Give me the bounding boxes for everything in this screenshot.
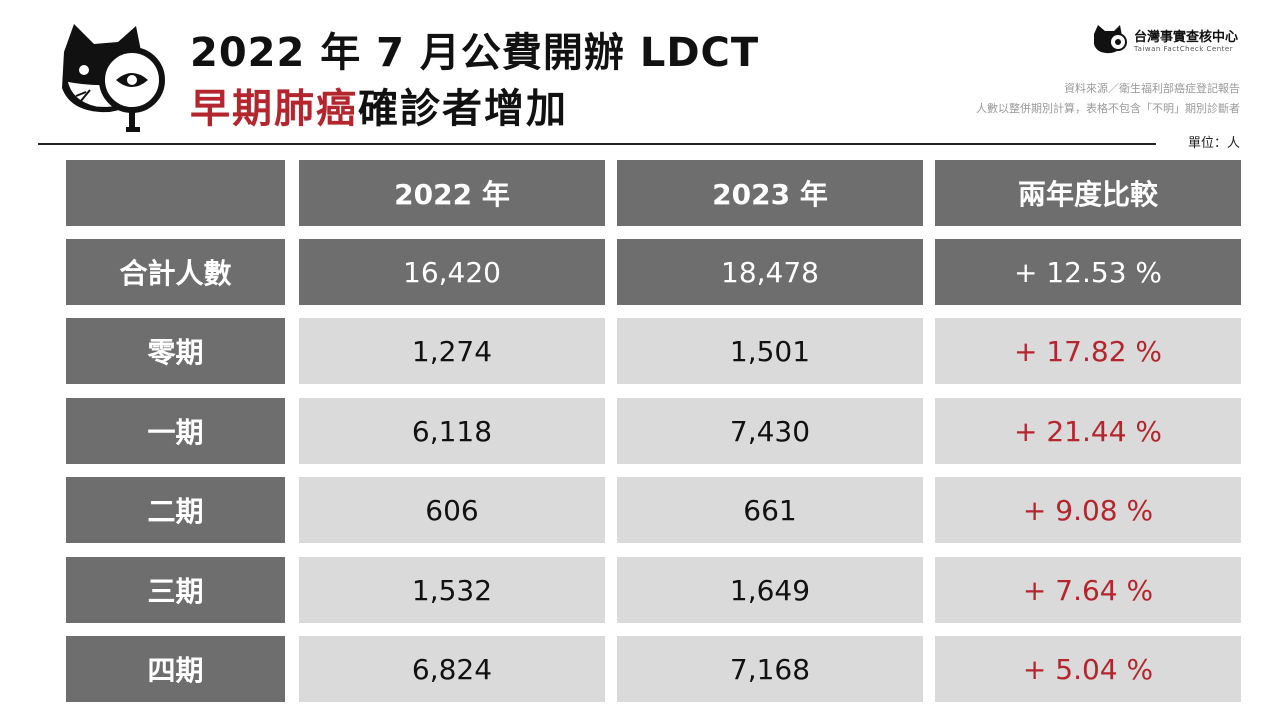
column-header-change: 兩年度比較 [935,160,1241,226]
cell-stage-0-2022: 1,274 [299,318,605,384]
cell-stage-1-2022: 6,118 [299,398,605,464]
cell-stage-4-2022: 6,824 [299,636,605,702]
brand-subtitle: Taiwan FactCheck Center [1134,45,1234,53]
row-label-stage-3: 三期 [66,557,285,623]
cell-stage-3-2022: 1,532 [299,557,605,623]
page-subtitle: 早期肺癌確診者增加 [190,76,568,134]
cat-mascot-icon [56,22,176,133]
cell-stage-0-change: + 17.82 % [935,318,1241,384]
cell-stage-4-change: + 5.04 % [935,636,1241,702]
cell-stage-2-change: + 9.08 % [935,477,1241,543]
row-label-total: 合計人數 [66,239,285,305]
divider [38,143,1156,145]
cat-logo-icon [1094,25,1127,54]
column-header-2023: 2023 年 [617,160,923,226]
subtitle-highlight: 早期肺癌 [190,86,358,132]
cell-stage-1-change: + 21.44 % [935,398,1241,464]
row-label-stage-1: 一期 [66,398,285,464]
cell-stage-2-2023: 661 [617,477,923,543]
row-label-stage-0: 零期 [66,318,285,384]
column-header-2022: 2022 年 [299,160,605,226]
cell-stage-0-2023: 1,501 [617,318,923,384]
cell-total-2023: 18,478 [617,239,923,305]
cell-total-change: + 12.53 % [935,239,1241,305]
source-note: 資料來源／衛生福利部癌症登記報告 [1064,82,1240,95]
brand-name: 台灣事實查核中心 [1134,30,1239,45]
row-label-stage-4: 四期 [66,636,285,702]
cell-total-2022: 16,420 [299,239,605,305]
table-corner-cell [66,160,285,226]
method-note: 人數以整併期別計算，表格不包含「不明」期別診斷者 [976,102,1240,115]
cell-stage-3-change: + 7.64 % [935,557,1241,623]
unit-label: 單位：人 [1187,136,1240,151]
cell-stage-3-2023: 1,649 [617,557,923,623]
brand-logo: 台灣事實查核中心 Taiwan FactCheck Center [1090,24,1240,60]
page-title: 2022 年 7 月公費開辦 LDCT [190,30,760,76]
row-label-stage-2: 二期 [66,477,285,543]
cell-stage-1-2023: 7,430 [617,398,923,464]
cell-stage-2-2022: 606 [299,477,605,543]
cell-stage-4-2023: 7,168 [617,636,923,702]
subtitle-rest: 確診者增加 [358,86,568,132]
